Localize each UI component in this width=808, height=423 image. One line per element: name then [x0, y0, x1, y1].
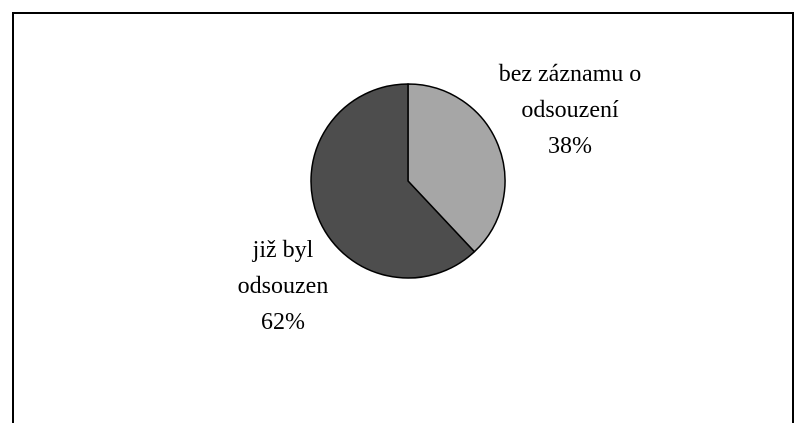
- pie-slice: [310, 83, 476, 279]
- slice-label: bez záznamu o odsouzení 38%: [485, 56, 655, 164]
- value-label: 62%: [261, 309, 305, 335]
- slice-label: již byl odsouzen 62%: [222, 232, 344, 340]
- value-label: 38%: [548, 133, 592, 159]
- category-label: již byl odsouzen: [237, 237, 329, 299]
- pie-slice: [407, 83, 506, 253]
- chart-frame: [12, 12, 794, 423]
- category-label: bez záznamu o odsouzení: [498, 61, 642, 123]
